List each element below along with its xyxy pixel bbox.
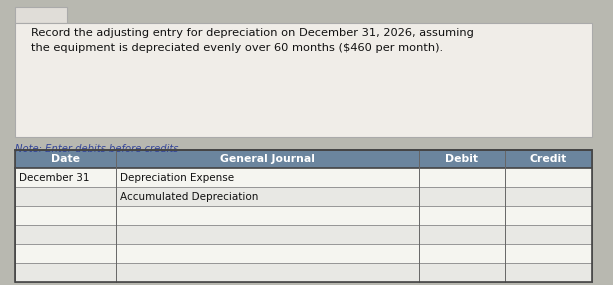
Text: Record the adjusting entry for depreciation on December 31, 2026, assuming
the e: Record the adjusting entry for depreciat… [31, 28, 473, 53]
Text: Accumulated Depreciation: Accumulated Depreciation [120, 192, 259, 202]
Bar [15, 150, 592, 282]
Bar [15, 225, 592, 244]
Text: Debit: Debit [446, 154, 478, 164]
Bar [15, 206, 592, 225]
Bar [15, 187, 592, 206]
Bar [15, 150, 592, 168]
Text: General Journal: General Journal [220, 154, 315, 164]
Bar [15, 168, 592, 187]
Bar [15, 263, 592, 282]
Bar [15, 23, 592, 137]
Text: Depreciation Expense: Depreciation Expense [120, 173, 234, 183]
Text: Credit: Credit [530, 154, 567, 164]
Bar [15, 244, 592, 263]
Text: Note: Enter debits before credits: Note: Enter debits before credits [15, 144, 179, 154]
Text: December 31: December 31 [20, 173, 90, 183]
Text: Date: Date [51, 154, 80, 164]
Bar [15, 7, 67, 23]
